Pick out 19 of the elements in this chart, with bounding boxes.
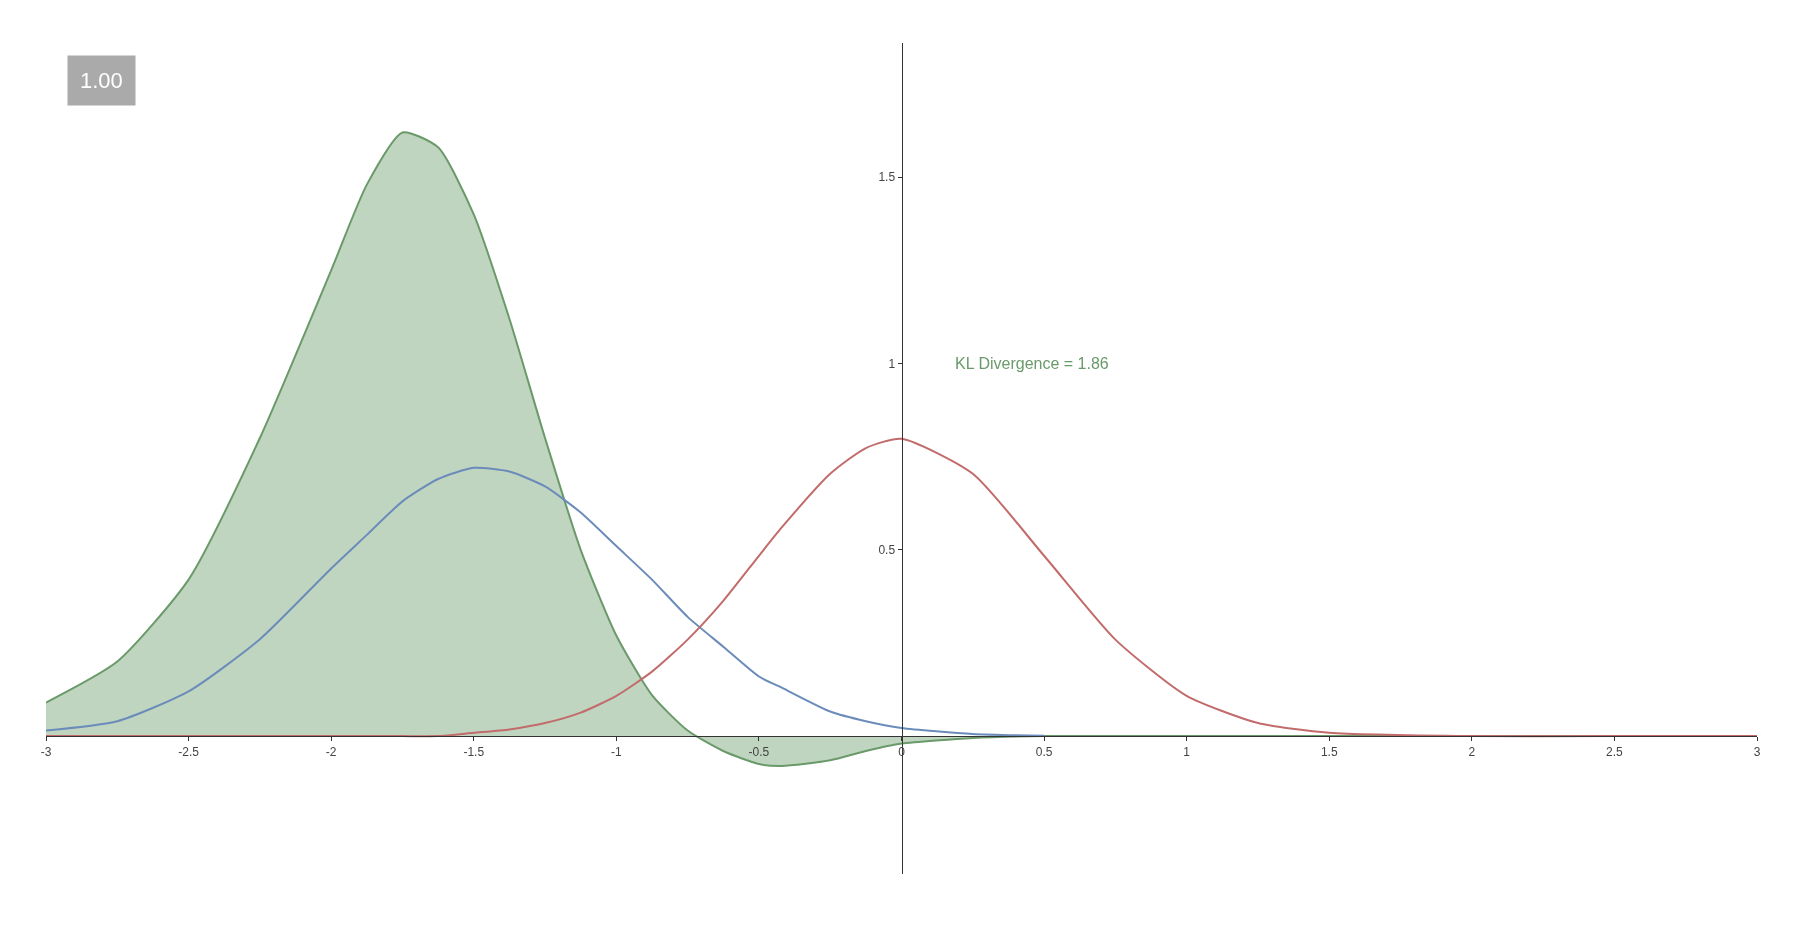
- x-tick-label: -2: [325, 744, 337, 759]
- y-tick-label: 0.5: [878, 543, 896, 557]
- x-tick-label: -1: [610, 744, 622, 759]
- y-tick-label: 1.5: [878, 170, 896, 185]
- x-tick-label: -1.5: [463, 744, 485, 759]
- x-tick-label: 1: [1183, 744, 1191, 759]
- x-tick-label: -0.5: [748, 744, 770, 759]
- y-tick-label: 1: [888, 356, 896, 371]
- x-tick-label: -3: [40, 744, 52, 759]
- x-tick-label: 2.5: [1606, 744, 1624, 759]
- annotation: KL Divergence = 1.86: [955, 355, 1109, 372]
- x-tick-label: 1.5: [1320, 744, 1338, 759]
- line-series: [46, 437, 1757, 738]
- line-series: [46, 466, 1046, 737]
- x-tick-label: 2: [1468, 744, 1476, 759]
- x-tick-label: 3: [1753, 744, 1761, 759]
- x-tick-label: 0.5: [1035, 744, 1053, 759]
- x-tick-label: -2.5: [178, 744, 200, 759]
- annotation: 1.00: [80, 68, 123, 93]
